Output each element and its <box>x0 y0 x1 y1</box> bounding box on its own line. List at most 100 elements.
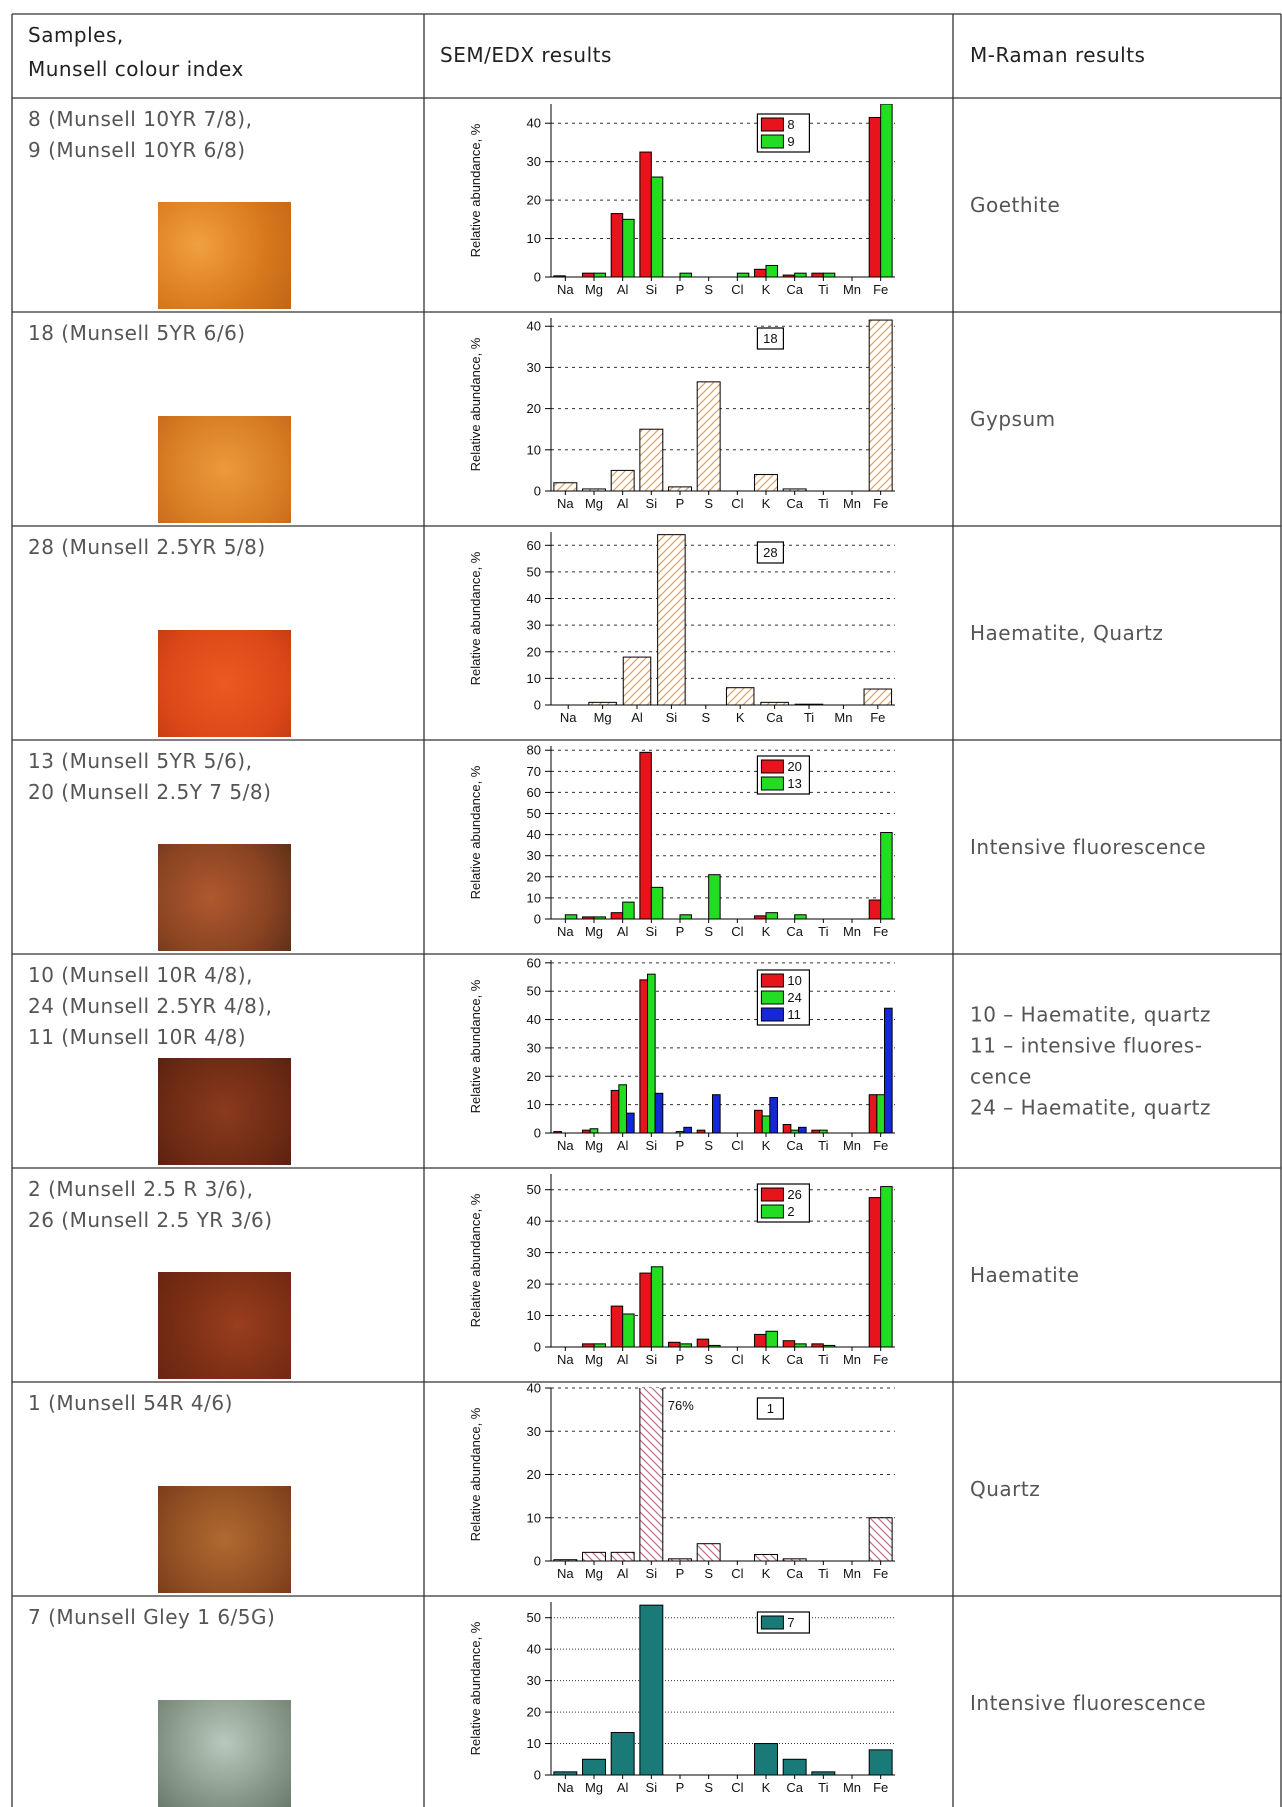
bar <box>611 470 634 491</box>
x-tick-label: S <box>704 1352 713 1367</box>
bar <box>640 752 651 919</box>
y-tick-label: 40 <box>527 827 541 842</box>
x-tick-label: Na <box>557 496 574 511</box>
x-tick-label: Ti <box>818 1352 828 1367</box>
y-tick-label: 20 <box>527 193 541 208</box>
x-tick-label: Si <box>646 1566 658 1581</box>
y-tick-label: 40 <box>527 1642 541 1657</box>
legend-label: 2 <box>787 1204 794 1219</box>
bar <box>651 887 662 919</box>
x-tick-label: Ti <box>818 1566 828 1581</box>
raman-result: cence <box>970 1065 1032 1089</box>
x-tick-label: Al <box>617 1566 629 1581</box>
bar <box>680 915 691 919</box>
x-tick-label: Cl <box>731 1566 743 1581</box>
bar <box>766 265 777 277</box>
x-tick-label: Fe <box>873 1138 888 1153</box>
bar <box>877 1095 885 1133</box>
x-tick-label: Al <box>617 924 629 939</box>
bar <box>583 273 594 277</box>
legend-swatch <box>761 777 783 790</box>
bar <box>795 915 806 919</box>
y-tick-label: 50 <box>527 1182 541 1197</box>
sample-label: 20 (Munsell 2.5Y 7 5/8) <box>28 780 271 804</box>
bar <box>697 1544 720 1561</box>
y-tick-label: 0 <box>534 270 541 285</box>
table: Samples,Munsell colour indexSEM/EDX resu… <box>0 0 1282 1807</box>
y-tick-label: 30 <box>527 360 541 375</box>
bars <box>554 320 892 491</box>
legend-label: 11 <box>787 1007 801 1022</box>
bar <box>611 214 622 277</box>
bar <box>709 875 720 919</box>
y-tick-label: 30 <box>527 848 541 863</box>
y-tick-label: 10 <box>527 442 541 457</box>
page: Samples,Munsell colour indexSEM/EDX resu… <box>0 0 1282 1807</box>
x-tick-label: Ca <box>786 496 803 511</box>
bar <box>770 1098 778 1133</box>
x-tick-label: Ca <box>766 710 783 725</box>
legend-label: 13 <box>787 776 801 791</box>
x-tick-label: Al <box>631 710 643 725</box>
x-tick-label: Ca <box>786 1138 803 1153</box>
raman-result: 11 – intensive fluores- <box>970 1034 1202 1058</box>
bar <box>869 1198 880 1347</box>
x-tick-label: Ti <box>804 710 814 725</box>
x-tick-label: Fe <box>873 1780 888 1795</box>
x-tick-label: P <box>676 496 685 511</box>
x-tick-label: Ti <box>818 1780 828 1795</box>
x-tick-label: Ca <box>786 1780 803 1795</box>
y-axis-label: Relative abundance, % <box>468 765 483 899</box>
x-tick-label: Na <box>557 1138 574 1153</box>
x-tick-label: S <box>704 924 713 939</box>
y-tick-label: 40 <box>527 1012 541 1027</box>
bar-chart: Relative abundance, %0102030405060NaMgAl… <box>468 955 895 1153</box>
sample-label: 28 (Munsell 2.5YR 5/8) <box>28 535 266 559</box>
bar <box>755 269 766 277</box>
raman-result: Intensive fluorescence <box>970 1691 1206 1715</box>
bar <box>640 1273 651 1347</box>
x-tick-label: Na <box>557 1352 574 1367</box>
legend-swatch <box>761 974 783 987</box>
sample-label: 11 (Munsell 10R 4/8) <box>28 1025 246 1049</box>
x-tick-label: Na <box>557 924 574 939</box>
x-tick-label: Mn <box>843 1138 861 1153</box>
x-tick-label: Cl <box>731 282 743 297</box>
bar <box>712 1095 720 1133</box>
legend-swatch <box>761 1188 783 1201</box>
bar <box>869 900 880 919</box>
x-tick-label: Mn <box>843 282 861 297</box>
x-tick-label: S <box>704 1138 713 1153</box>
bar <box>669 1342 680 1347</box>
y-tick-label: 50 <box>527 564 541 579</box>
bars <box>554 974 892 1133</box>
bar <box>648 974 656 1133</box>
bar <box>737 273 748 277</box>
bar-chart: Relative abundance, %01020304050NaMgAlSi… <box>468 1174 895 1367</box>
x-tick-label: K <box>762 282 771 297</box>
x-tick-label: Na <box>557 1566 574 1581</box>
x-tick-label: Cl <box>731 1780 743 1795</box>
x-tick-label: S <box>704 282 713 297</box>
bar <box>869 1095 877 1133</box>
y-axis-label: Relative abundance, % <box>468 551 483 685</box>
bar <box>823 273 834 277</box>
x-tick-label: Al <box>617 496 629 511</box>
bar <box>795 273 806 277</box>
bar <box>655 1093 663 1133</box>
x-tick-label: Mg <box>585 1352 603 1367</box>
legend-label: 18 <box>763 331 777 346</box>
y-tick-label: 10 <box>527 231 541 246</box>
bar <box>755 1744 778 1775</box>
x-tick-label: Fe <box>873 282 888 297</box>
sample-label: 26 (Munsell 2.5 YR 3/6) <box>28 1208 273 1232</box>
y-tick-label: 60 <box>527 538 541 553</box>
sample-label: 10 (Munsell 10R 4/8), <box>28 963 253 987</box>
bar <box>626 1113 634 1133</box>
bar <box>684 1127 692 1133</box>
y-axis-label: Relative abundance, % <box>468 1193 483 1327</box>
x-tick-label: S <box>704 1566 713 1581</box>
legend-label: 7 <box>787 1615 794 1630</box>
legend-label: 24 <box>787 990 801 1005</box>
